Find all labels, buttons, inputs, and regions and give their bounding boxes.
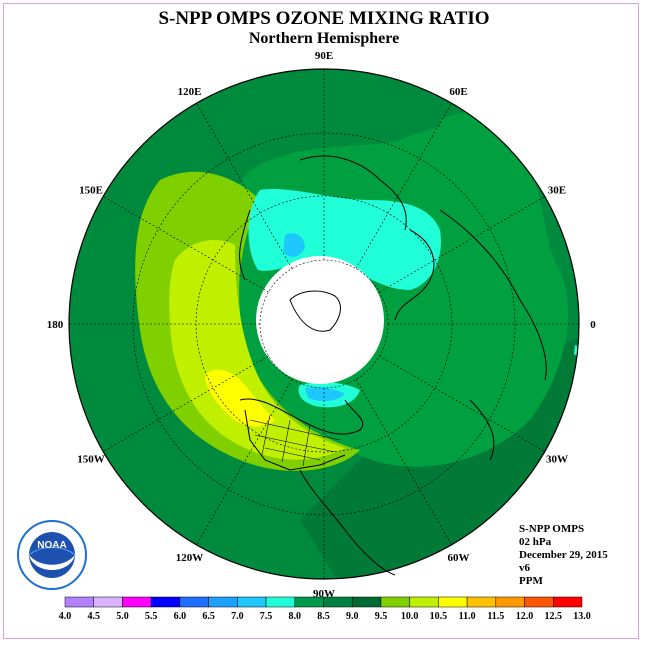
colorbar-swatch bbox=[524, 596, 554, 608]
colorbar-tick-label: 9.5 bbox=[375, 611, 388, 622]
central-america-coast bbox=[299, 469, 396, 576]
longitude-label: 150W bbox=[77, 454, 105, 466]
colorbar-swatch bbox=[466, 596, 497, 608]
europe-asia-coast bbox=[439, 209, 547, 381]
colorbar-swatch bbox=[351, 596, 382, 608]
longitude-label: 120W bbox=[176, 552, 204, 564]
info-instrument: S-NPP OMPS bbox=[519, 523, 585, 535]
logo-wave bbox=[29, 555, 75, 570]
ozone-region-7p5 bbox=[248, 188, 441, 290]
colorbar-tick-label: 12.0 bbox=[516, 611, 534, 622]
colorbar-swatch bbox=[380, 596, 410, 608]
info-version: v6 bbox=[519, 562, 530, 574]
colorbar-swatch bbox=[237, 596, 267, 608]
state-line bbox=[254, 434, 336, 453]
map-title: S-NPP OMPS OZONE MIXING RATIO bbox=[158, 8, 490, 29]
colorbar-swatch bbox=[179, 596, 209, 608]
colorbar-tick-label: 6.5 bbox=[202, 611, 215, 622]
colorbar-tick-label: 8.0 bbox=[289, 611, 302, 622]
map-subtitle: Northern Hemisphere bbox=[248, 30, 400, 47]
state-line bbox=[302, 424, 311, 467]
africa-coast bbox=[469, 399, 495, 461]
longitude-label: 150E bbox=[79, 185, 103, 197]
colorbar-tick-label: 10.0 bbox=[401, 611, 419, 622]
colorbar-tick-label: 4.5 bbox=[87, 611, 100, 622]
longitude-label: 30W bbox=[546, 454, 568, 466]
colorbar-tick-label: 6.0 bbox=[174, 611, 187, 622]
colorbar-swatch bbox=[122, 596, 152, 608]
greenland-outline bbox=[289, 290, 341, 332]
colorbar-tick-label: 7.0 bbox=[231, 611, 244, 622]
colorbar-tick-label: 10.5 bbox=[430, 611, 448, 622]
ozone-field bbox=[69, 69, 579, 579]
figure-frame bbox=[3, 3, 639, 639]
ozone-region-7-south bbox=[305, 387, 345, 402]
ozone-region-10 bbox=[169, 240, 345, 460]
info-level: 02 hPa bbox=[519, 536, 552, 548]
coastlines bbox=[239, 155, 547, 576]
state-line bbox=[249, 419, 341, 441]
longitude-label: 180 bbox=[47, 319, 64, 331]
info-panel: S-NPP OMPS 02 hPa December 29, 2015 v6 P… bbox=[519, 523, 608, 588]
colorbar-tick-label: 13.0 bbox=[573, 611, 591, 622]
colorbar-swatch bbox=[495, 596, 525, 608]
asia-east-coast bbox=[239, 209, 251, 281]
colorbar-swatch bbox=[409, 596, 439, 608]
info-date: December 29, 2015 bbox=[519, 549, 608, 561]
colorbar-swatch bbox=[553, 596, 583, 608]
longitude-label: 30E bbox=[548, 185, 566, 197]
north-america-outline bbox=[244, 409, 346, 471]
colorbar-tick-label: 7.5 bbox=[260, 611, 273, 622]
map-boundary bbox=[68, 68, 580, 580]
state-line bbox=[264, 447, 321, 461]
state-line bbox=[261, 414, 271, 456]
longitude-label: 60E bbox=[449, 86, 467, 98]
colorbar-swatch bbox=[323, 596, 353, 608]
colorbar-tick-label: 4.0 bbox=[59, 611, 72, 622]
longitude-label: 60W bbox=[448, 552, 470, 564]
colorbar-tick-label: 8.5 bbox=[317, 611, 330, 622]
state-line bbox=[281, 419, 291, 463]
colorbar-tick-label: 9.0 bbox=[346, 611, 359, 622]
colorbar-tick-label: 5.5 bbox=[145, 611, 158, 622]
siberia-coast bbox=[299, 155, 407, 231]
colorbar-tick-label: 11.5 bbox=[487, 611, 504, 622]
ozone-region-7 bbox=[283, 233, 305, 257]
latitude-circle bbox=[132, 132, 516, 516]
noaa-logo: NOAA bbox=[17, 520, 87, 590]
colorbar-swatch bbox=[294, 596, 324, 608]
colorbar-tick-label: 11.0 bbox=[459, 611, 476, 622]
colorbar: 4.0 4.5 5.0 5.5 6.0 6.5 7.0 7.5 8.0 8.5 9.0 9.5 10.0… bbox=[59, 596, 591, 622]
logo-text: NOAA bbox=[37, 540, 66, 551]
longitude-label: 120E bbox=[178, 86, 202, 98]
longitude-label: 0 bbox=[590, 319, 596, 331]
colorbar-swatch bbox=[64, 596, 94, 608]
north-america-coast bbox=[239, 398, 364, 435]
colorbar-tick-label: 12.5 bbox=[545, 611, 563, 622]
longitude-label: 90E bbox=[315, 50, 333, 62]
europe-coast bbox=[394, 229, 435, 321]
ozone-region-10p5 bbox=[205, 369, 275, 427]
logo-inner-disk bbox=[29, 532, 75, 578]
colorbar-tick-label: 5.0 bbox=[116, 611, 129, 622]
us-state-lines bbox=[249, 414, 341, 467]
polar-no-data-cap bbox=[256, 256, 384, 384]
colorbar-swatch bbox=[150, 596, 181, 608]
info-units: PPM bbox=[519, 575, 543, 587]
logo-arc bbox=[28, 547, 76, 556]
colorbar-swatch bbox=[93, 596, 123, 608]
colorbar-swatch bbox=[208, 596, 238, 608]
colorbar-swatch bbox=[438, 596, 468, 608]
colorbar-swatch bbox=[265, 596, 296, 608]
